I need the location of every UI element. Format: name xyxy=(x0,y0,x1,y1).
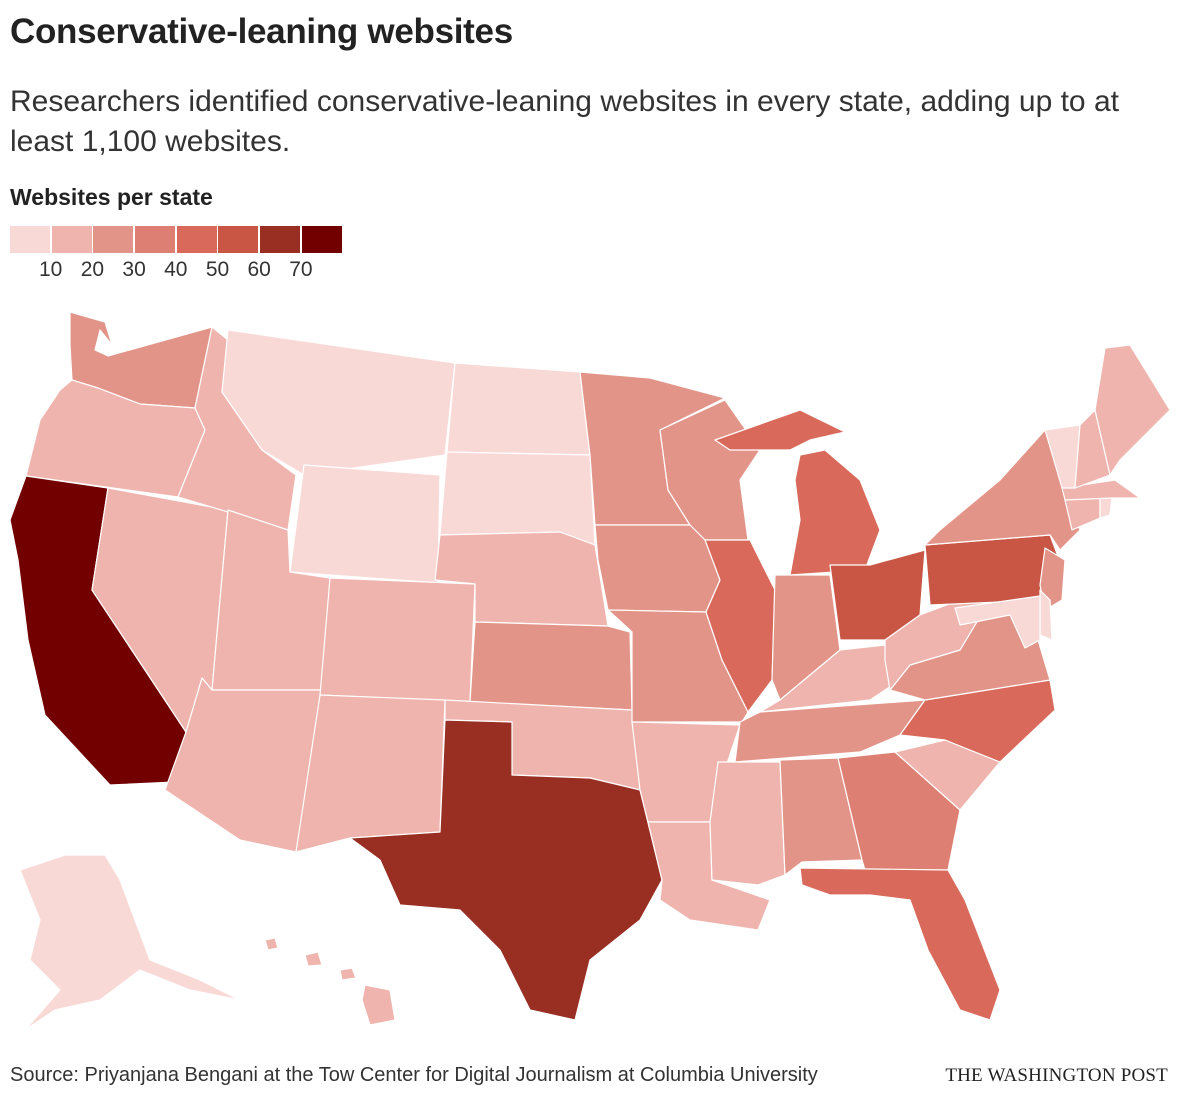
legend-tick-label: 60 xyxy=(247,258,271,281)
legend-swatch-4 xyxy=(176,226,217,253)
legend-swatch-2 xyxy=(93,226,134,253)
state-wy xyxy=(289,464,441,584)
legend-swatch-5 xyxy=(218,226,259,253)
state-ia xyxy=(594,524,721,613)
state-tx xyxy=(349,719,663,1021)
publisher-credit: THE WASHINGTON POST xyxy=(945,1065,1168,1086)
legend-color-scale xyxy=(10,226,344,253)
state-fl xyxy=(799,867,1001,1021)
state-me xyxy=(1094,344,1171,476)
legend-tick-label: 50 xyxy=(205,258,230,281)
state-ct xyxy=(1064,496,1101,531)
legend-swatch-3 xyxy=(135,226,176,253)
state-nm xyxy=(295,694,446,853)
legend-title: Websites per state xyxy=(10,184,213,210)
legend-tick-label: 30 xyxy=(122,258,146,281)
source-note: Source: Priyanjana Bengani at the Tow Ce… xyxy=(10,1064,818,1086)
legend-swatch-7 xyxy=(301,226,342,253)
state-ri xyxy=(1099,496,1113,519)
legend-swatch-0 xyxy=(10,226,50,253)
legend-tick-label: 20 xyxy=(80,258,105,281)
state-nj xyxy=(1039,547,1066,611)
state-ms xyxy=(709,761,786,886)
state-md xyxy=(954,595,1041,649)
legend-tick-label: 40 xyxy=(164,258,188,281)
us-states-map xyxy=(9,311,1171,1031)
state-ks xyxy=(469,621,633,711)
legend-tick-labels: 10 20 30 40 50 60 70 xyxy=(10,258,350,288)
state-al xyxy=(779,757,863,876)
state-hi xyxy=(264,937,396,1026)
state-co xyxy=(319,577,476,703)
legend-swatch-6 xyxy=(260,226,301,253)
state-sd xyxy=(439,451,596,546)
legend-tick-label: 70 xyxy=(289,258,313,281)
chart-subtitle: Researchers identified conservative-lean… xyxy=(10,85,1119,158)
state-nd xyxy=(446,362,591,456)
legend-tick-label: 10 xyxy=(39,258,63,281)
state-ma xyxy=(1061,479,1141,501)
legend-swatch-1 xyxy=(51,226,92,253)
state-ak xyxy=(19,854,241,1031)
state-il xyxy=(704,539,776,713)
chart-title: Conservative-leaning websites xyxy=(10,12,513,51)
